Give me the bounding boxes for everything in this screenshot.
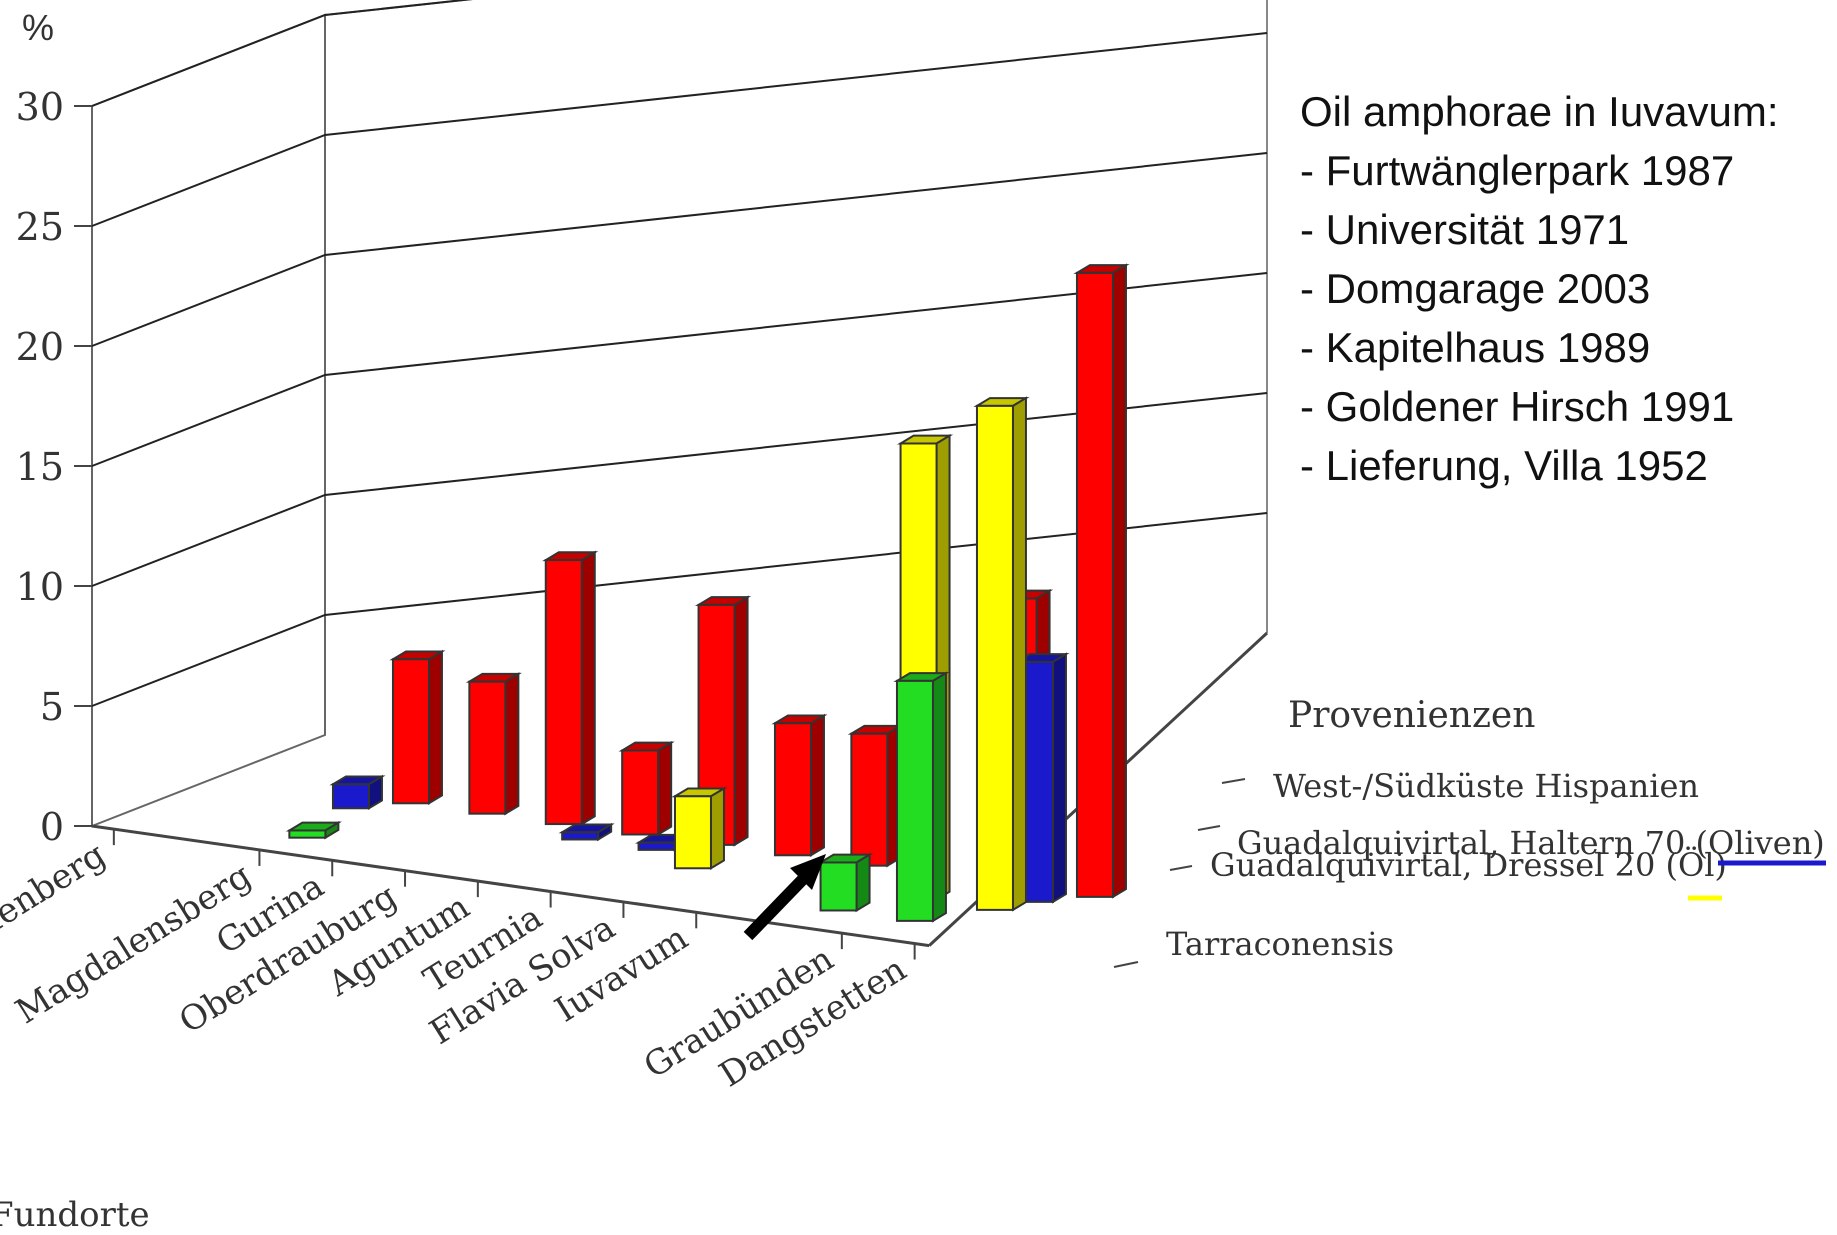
y-tick-label: 20 (16, 325, 64, 369)
y-tick-label: 0 (40, 805, 64, 849)
y-tick-label: 5 (40, 685, 64, 729)
bar (285, 820, 342, 840)
arrow-pointer (743, 854, 826, 941)
y-axis: 0 5 10 15 20 25 30 (16, 85, 92, 849)
y-unit-label: % (22, 7, 54, 48)
bar (671, 786, 728, 871)
x-axis: LauenbergMagdalensbergGurinaOberdrauburg… (0, 829, 916, 1095)
grid-lines (91, 0, 1268, 707)
x-axis-title: Fundorte (0, 1195, 150, 1235)
depth-axis-title: Provenienzen (1288, 695, 1535, 736)
notes-panel: Oil amphorae in Iuvavum: - Furtwänglerpa… (1300, 82, 1837, 495)
bar (558, 822, 615, 842)
bars (285, 263, 1130, 923)
legend-entry: Guadalquivirtal, Haltern 70 (Oliven) (1237, 824, 1825, 862)
y-tick-label: 30 (16, 85, 64, 129)
notes-title: Oil amphorae in Iuvavum: (1300, 88, 1779, 135)
bar (465, 672, 522, 816)
bar (973, 396, 1030, 912)
depth-tick-mark (1113, 961, 1139, 968)
notes-item: - Universität 1971 (1300, 206, 1630, 253)
legend-entry: West-/Südküste Hispanien (1273, 767, 1699, 805)
legend-entry: Guadalquivirtal, Dressel 20 (Öl) (1210, 846, 1727, 884)
notes-item: - Domgarage 2003 (1300, 265, 1651, 312)
bar (329, 774, 386, 811)
depth-tick-mark (1221, 778, 1246, 784)
depth-tick-mark (1169, 865, 1193, 871)
bar (618, 740, 675, 837)
depth-tick-mark (1197, 825, 1221, 831)
y-tick-label: 15 (16, 445, 64, 489)
depth-axis-legend: West-/Südküste Hispanien Guadalquivirtal,… (1113, 767, 1826, 968)
bar (847, 724, 904, 868)
notes-item: - Lieferung, Villa 1952 (1300, 442, 1708, 489)
bar (771, 713, 828, 858)
y-tick-label: 25 (16, 205, 64, 249)
y-tick-label: 10 (16, 565, 64, 609)
bar (694, 595, 752, 847)
bar (389, 649, 446, 806)
bar (893, 671, 950, 923)
notes-item: - Kapitelhaus 1989 (1300, 324, 1651, 371)
bar (542, 550, 599, 826)
notes-item: - Furtwänglerpark 1987 (1300, 147, 1735, 194)
bar (1073, 263, 1130, 899)
bar (816, 852, 874, 913)
notes-item: - Goldener Hirsch 1991 (1300, 383, 1735, 430)
legend-entry: Tarraconensis (1166, 925, 1394, 963)
